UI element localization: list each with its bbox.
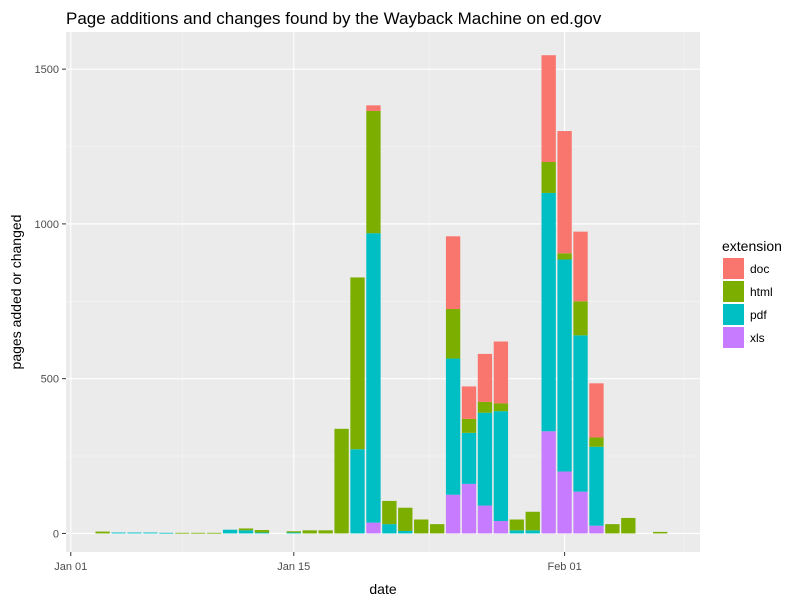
bar-segment-pdf <box>509 530 524 534</box>
legend-key-xls <box>723 327 744 348</box>
y-tick-label: 1000 <box>35 219 59 231</box>
bar-segment-pdf <box>493 411 509 522</box>
y-axis: 0 500 1000 1500 <box>35 64 66 540</box>
legend-title: extension <box>722 238 782 254</box>
plot-panel <box>66 32 700 552</box>
bar-segment-html <box>175 532 190 534</box>
bar-segment-pdf <box>238 530 254 534</box>
bar-segment-html <box>445 309 461 359</box>
bar-segment-html <box>95 531 110 534</box>
legend-label-pdf: pdf <box>750 308 767 322</box>
bar-segment-doc <box>493 341 509 404</box>
bar-segment-html <box>286 531 301 533</box>
bar-segment-html <box>621 517 636 534</box>
bar-segment-doc <box>445 236 461 310</box>
bar-segment-xls <box>477 505 493 534</box>
bar-segment-html <box>509 519 524 531</box>
bar-segment-pdf <box>557 259 572 472</box>
bar-segment-xls <box>589 525 604 534</box>
bar-segment-html <box>350 277 365 450</box>
legend-key-html <box>723 281 744 302</box>
chart-title: Page additions and changes found by the … <box>66 9 602 28</box>
bar-segment-xls <box>445 494 461 534</box>
bar-segment-html <box>334 428 349 534</box>
bar-segment-html <box>318 530 333 534</box>
y-axis-label: pages added or changed <box>8 215 24 370</box>
bar-segment-pdf <box>398 530 413 534</box>
legend-label-xls: xls <box>750 331 765 345</box>
bar-segment-doc <box>541 55 556 162</box>
y-tick-label: 1500 <box>35 64 59 76</box>
bar-segment-html <box>398 507 413 531</box>
bars-group <box>95 55 668 534</box>
bar-segment-html <box>382 500 397 525</box>
bar-segment-html <box>525 511 540 531</box>
bar-segment-doc <box>557 131 572 254</box>
bar-segment-html <box>477 401 493 413</box>
bar-segment-pdf <box>350 449 365 534</box>
bar-segment-pdf <box>445 358 461 495</box>
bar-segment-html <box>653 531 668 534</box>
bar-segment-html <box>589 437 604 447</box>
legend-label-doc: doc <box>750 262 769 276</box>
bar-segment-html <box>302 530 317 534</box>
bar-segment-pdf <box>477 412 493 506</box>
bar-segment-html <box>541 162 556 193</box>
bar-segment-xls <box>573 491 588 534</box>
bar-segment-pdf <box>525 530 540 534</box>
bar-segment-html <box>493 403 509 412</box>
y-tick-label: 500 <box>41 374 59 386</box>
bar-segment-html <box>557 253 572 260</box>
bar-segment-html <box>414 519 429 534</box>
bar-segment-html <box>605 524 620 534</box>
bar-segment-xls <box>461 483 477 534</box>
bar-segment-doc <box>366 105 381 111</box>
bar-segment-pdf <box>286 532 301 534</box>
bar-segment-xls <box>366 522 381 534</box>
bar-segment-pdf <box>143 532 158 534</box>
bar-segment-pdf <box>541 192 556 432</box>
bar-segment-pdf <box>573 335 588 492</box>
bar-segment-xls <box>493 521 509 534</box>
x-tick-label: Jan 15 <box>277 561 310 573</box>
bar-segment-html <box>238 528 254 531</box>
bar-segment-html <box>191 532 206 534</box>
legend-label-html: html <box>750 285 773 299</box>
bar-segment-pdf <box>111 532 126 534</box>
bar-segment-pdf <box>366 233 381 523</box>
bar-segment-html <box>461 418 477 433</box>
bar-segment-pdf <box>589 446 604 526</box>
legend: extension doc html pdf xls <box>722 238 782 348</box>
bar-segment-xls <box>557 471 572 534</box>
bar-segment-pdf <box>461 432 477 484</box>
bar-segment-xls <box>541 431 556 534</box>
bar-segment-pdf <box>159 532 174 534</box>
bar-segment-html <box>206 532 222 534</box>
bar-segment-html <box>573 301 588 336</box>
bar-segment-doc <box>589 383 604 438</box>
bar-segment-html <box>429 524 445 534</box>
bar-segment-doc <box>477 353 493 402</box>
bar-segment-doc <box>573 231 588 302</box>
bar-segment-pdf <box>382 524 397 534</box>
legend-key-doc <box>723 258 744 279</box>
x-tick-label: Jan 01 <box>54 561 87 573</box>
bar-segment-html <box>366 110 381 234</box>
x-tick-label: Feb 01 <box>547 561 581 573</box>
y-tick-label: 0 <box>53 528 59 540</box>
bar-segment-doc <box>461 386 477 419</box>
bar-segment-pdf <box>254 532 270 534</box>
bar-segment-pdf <box>127 532 142 534</box>
x-axis-label: date <box>369 581 396 597</box>
bar-segment-html <box>254 530 270 533</box>
bar-segment-pdf <box>222 529 238 534</box>
legend-key-pdf <box>723 304 744 325</box>
x-axis: Jan 01 Jan 15 Feb 01 <box>54 552 582 573</box>
